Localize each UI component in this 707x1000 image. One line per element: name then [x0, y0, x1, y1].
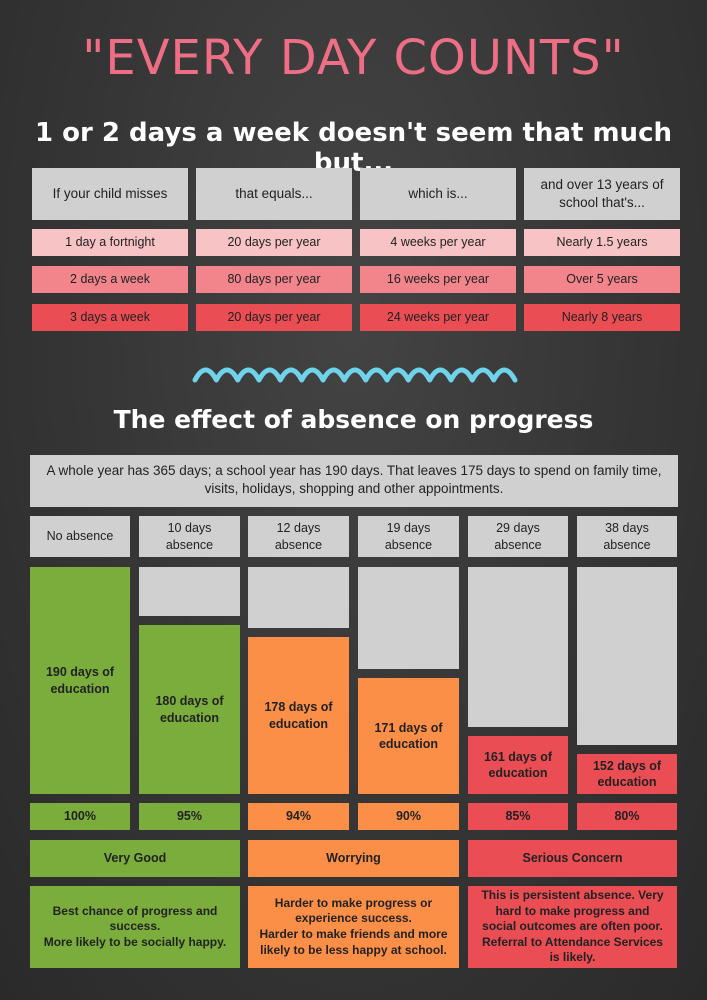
column-header: 19 days absence	[358, 516, 459, 557]
absence-gap-segment	[248, 567, 349, 628]
wave-divider-icon	[192, 367, 518, 383]
column-header: 12 days absence	[248, 516, 349, 557]
page-title: "EVERY DAY COUNTS"	[82, 30, 625, 86]
education-days-bar: 161 days of education	[468, 736, 568, 794]
percent-cell: 80%	[577, 803, 677, 830]
percent-cell: 90%	[358, 803, 459, 830]
absence-gap-segment	[468, 567, 568, 727]
table-header-cell: that equals...	[196, 168, 352, 220]
table-cell: 24 weeks per year	[360, 304, 516, 331]
table-cell: Nearly 8 years	[524, 304, 680, 331]
table-header-cell: If your child misses	[32, 168, 188, 220]
status-description: Harder to make progress or experience su…	[248, 886, 459, 968]
column-header: 38 days absence	[577, 516, 677, 557]
percent-cell: 95%	[139, 803, 240, 830]
column-header: 29 days absence	[468, 516, 568, 557]
status-label-very-good: Very Good	[30, 840, 240, 877]
absence-gap-segment	[358, 567, 459, 669]
education-days-bar: 190 days of education	[30, 567, 130, 794]
table-cell: 2 days a week	[32, 266, 188, 293]
status-label-serious-concern: Serious Concern	[468, 840, 677, 877]
column-header: 10 days absence	[139, 516, 240, 557]
absence-gap-segment	[139, 567, 240, 616]
status-label-worrying: Worrying	[248, 840, 459, 877]
table-cell: Nearly 1.5 years	[524, 229, 680, 256]
percent-cell: 100%	[30, 803, 130, 830]
education-days-bar: 171 days of education	[358, 678, 459, 794]
table-cell: 1 day a fortnight	[32, 229, 188, 256]
intro-text: A whole year has 365 days; a school year…	[30, 455, 678, 507]
status-description: Best chance of progress and success. Mor…	[30, 886, 240, 968]
table-cell: 16 weeks per year	[360, 266, 516, 293]
status-description: This is persistent absence. Very hard to…	[468, 886, 677, 968]
table-header-cell: and over 13 years of school that's...	[524, 168, 680, 220]
education-days-bar: 180 days of education	[139, 625, 240, 794]
percent-cell: 85%	[468, 803, 568, 830]
education-days-bar: 152 days of education	[577, 754, 677, 794]
table-cell: 20 days per year	[196, 304, 352, 331]
absence-gap-segment	[577, 567, 677, 745]
percent-cell: 94%	[248, 803, 349, 830]
table-cell: Over 5 years	[524, 266, 680, 293]
section-title: The effect of absence on progress	[113, 405, 594, 434]
table-cell: 3 days a week	[32, 304, 188, 331]
education-days-bar: 178 days of education	[248, 637, 349, 794]
page-subtitle: 1 or 2 days a week doesn't seem that muc…	[35, 118, 672, 178]
table-cell: 4 weeks per year	[360, 229, 516, 256]
table-cell: 80 days per year	[196, 266, 352, 293]
table-header-cell: which is...	[360, 168, 516, 220]
column-header: No absence	[30, 516, 130, 557]
table-cell: 20 days per year	[196, 229, 352, 256]
